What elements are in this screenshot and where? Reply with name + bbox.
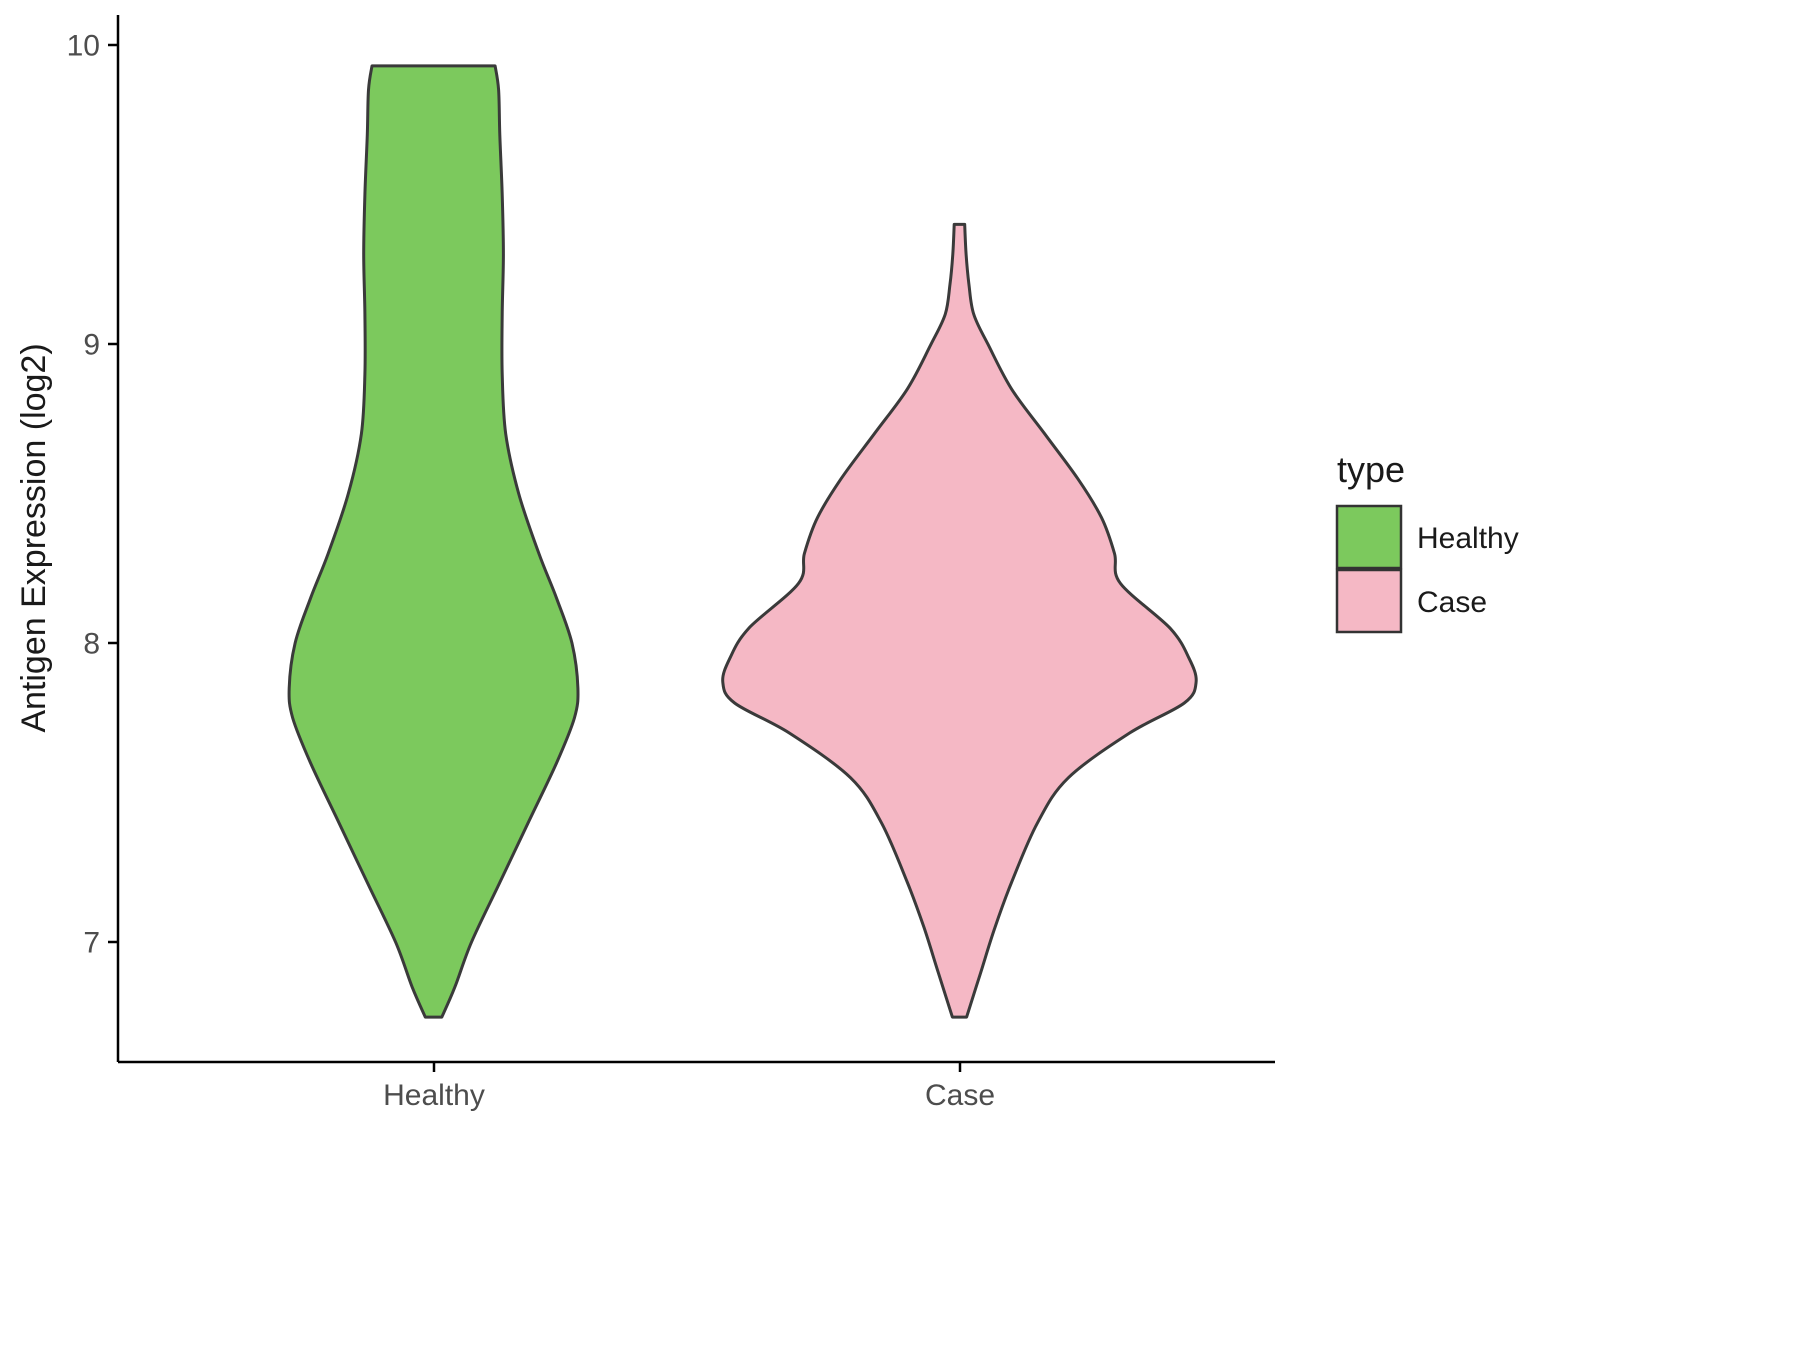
legend-label-healthy: Healthy: [1417, 522, 1519, 555]
y-tick-label-7: 7: [83, 927, 100, 960]
legend-title: type: [1337, 449, 1405, 490]
y-tick-label-9: 9: [83, 329, 100, 362]
legend-swatch-healthy: [1335, 504, 1403, 570]
violin-case: [721, 222, 1198, 1019]
legend-swatch-case: [1335, 568, 1403, 634]
legend-label-case: Case: [1417, 586, 1487, 619]
x-category-label-case: Case: [925, 1079, 995, 1112]
legend: type Healthy Case: [1335, 449, 1519, 634]
y-tick-label-10: 10: [67, 30, 100, 63]
violin-shapes-group: [287, 64, 1198, 1019]
violin-healthy: [287, 64, 580, 1019]
y-tick-label-8: 8: [83, 628, 100, 661]
x-category-label-healthy: Healthy: [383, 1079, 485, 1112]
y-axis-title: Antigen Expression (log2): [15, 343, 53, 732]
